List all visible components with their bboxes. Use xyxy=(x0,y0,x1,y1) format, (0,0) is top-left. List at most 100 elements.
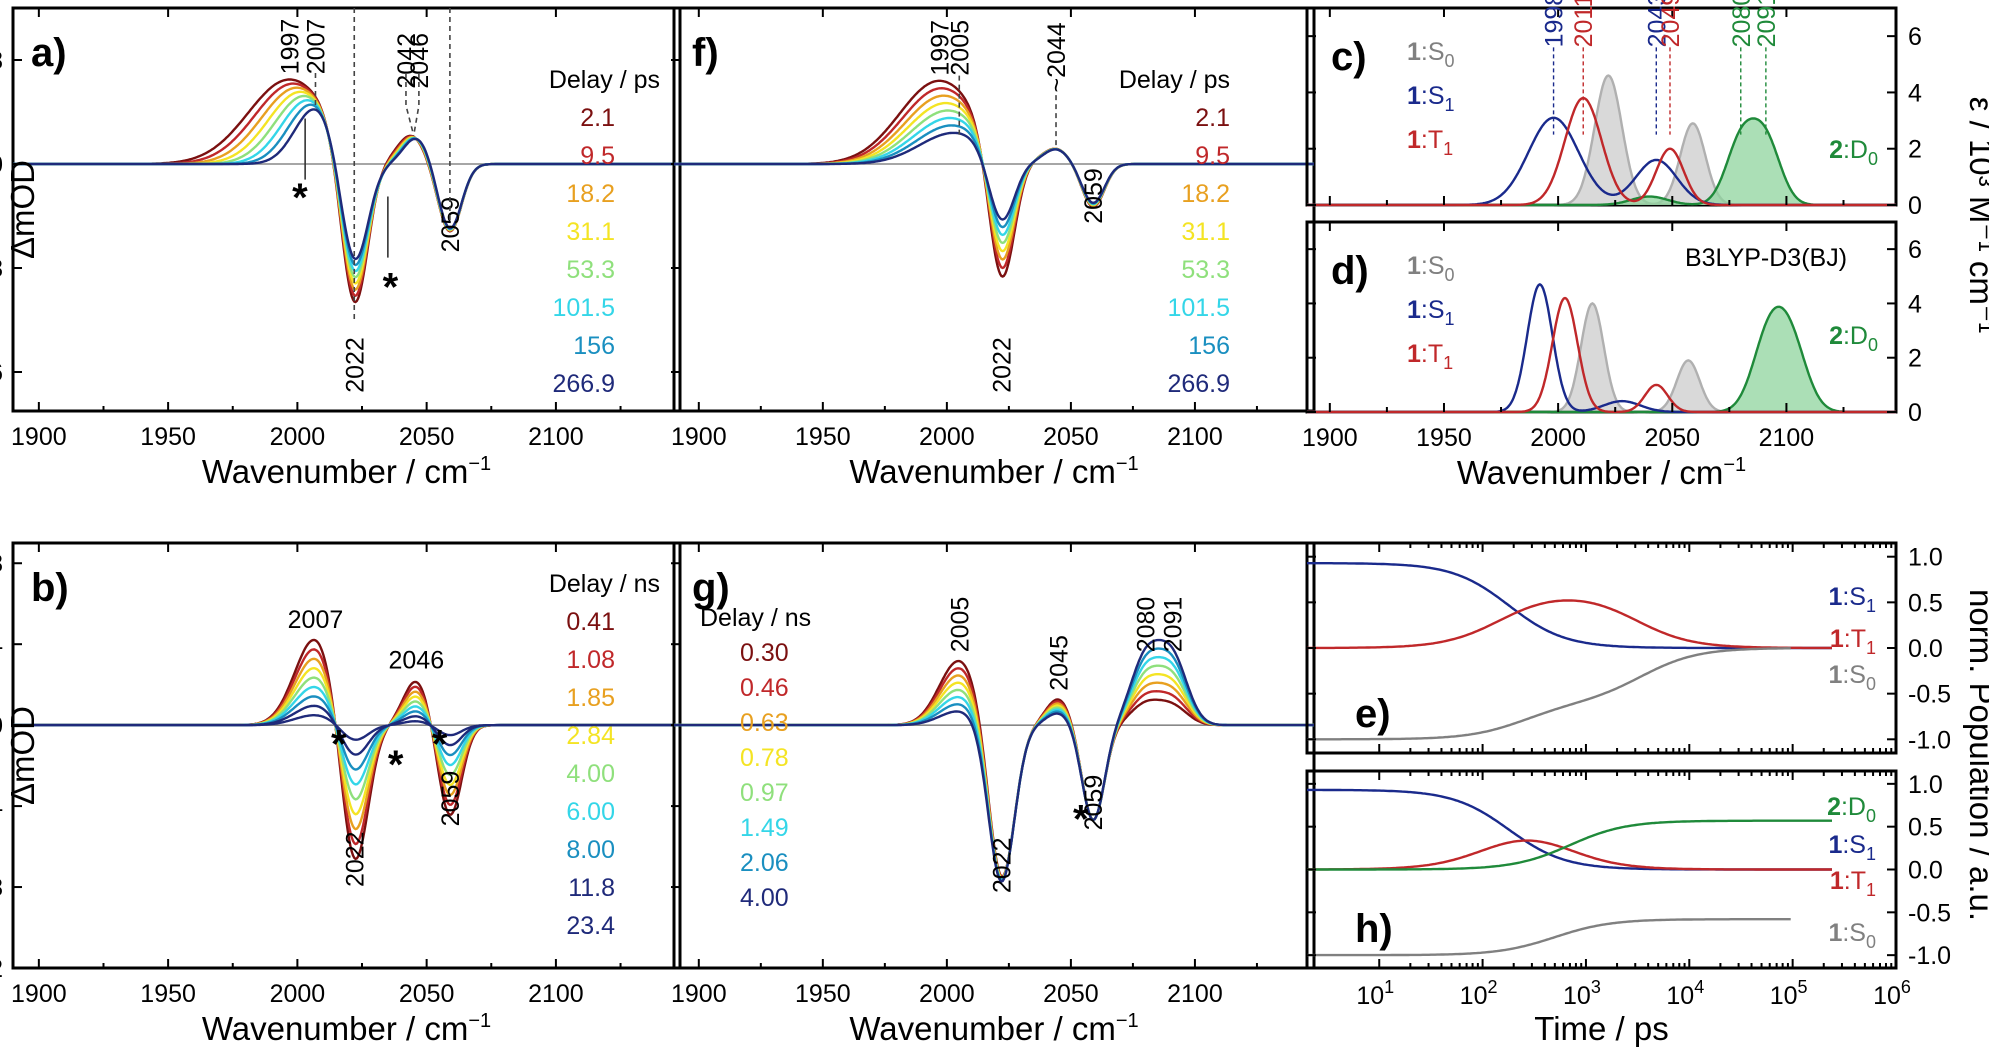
legend-entry: 31.1 xyxy=(1181,218,1230,246)
y-tick-label: 0.0 xyxy=(1908,635,1943,663)
legend-title-a: Delay / ps xyxy=(549,66,660,94)
band-fill-S0 xyxy=(1307,303,1896,412)
legend-S1: 1:S1 xyxy=(1828,831,1876,864)
population-T1 xyxy=(1307,839,1832,871)
asterisk-marker: * xyxy=(1073,797,1089,841)
x-tick-label: 2000 xyxy=(270,980,326,1008)
y-tick-label: -4 xyxy=(0,793,3,821)
legend-S0: 1:S0 xyxy=(1407,252,1455,285)
x-tick-label: 2000 xyxy=(270,423,326,451)
x-tick-label: 2050 xyxy=(1043,980,1099,1008)
y-tick-label: 0 xyxy=(0,712,3,740)
legend-entry: 0.46 xyxy=(740,674,789,702)
peak-label: 2080 xyxy=(1132,597,1160,653)
x-tick-label: 2050 xyxy=(399,423,455,451)
x-tick-label: 2000 xyxy=(1530,424,1586,452)
x-tick-label: 1950 xyxy=(140,423,196,451)
legend-entry: 2.84 xyxy=(566,722,615,750)
panel-f-frame xyxy=(672,6,1316,413)
x-tick-label: 1950 xyxy=(140,980,196,1008)
y-tick-label: -0.5 xyxy=(1908,899,1951,927)
y-tick-label: -16 xyxy=(0,359,3,387)
x-axis-title: Wavenumber / cm−1 xyxy=(202,453,491,490)
peak-label: 1998 xyxy=(1541,0,1569,47)
legend-entry: 156 xyxy=(573,332,615,360)
legend-S1: 1:S1 xyxy=(1828,583,1876,616)
legend-entry: 101.5 xyxy=(1167,294,1230,322)
legend-title-b: Delay / ns xyxy=(549,570,660,598)
y-tick-label: 0 xyxy=(0,151,3,179)
legend-entry: 1.85 xyxy=(566,684,615,712)
x-tick-label: 2050 xyxy=(1644,424,1700,452)
legend-entry: 1.08 xyxy=(566,646,615,674)
legend-T1: 1:T1 xyxy=(1830,867,1876,900)
legend-entry: 266.9 xyxy=(1167,370,1230,398)
y-tick-label: 1.0 xyxy=(1908,771,1943,799)
legend-entry: 0.78 xyxy=(740,744,789,772)
legend-D0: 2:D0 xyxy=(1827,793,1876,826)
x-tick-label: 2100 xyxy=(1759,424,1815,452)
legend-entry: 6.00 xyxy=(566,798,615,826)
panel-label-f: f) xyxy=(692,31,719,75)
y-tick-label: -8 xyxy=(0,255,3,283)
legend-S1: 1:S1 xyxy=(1407,296,1455,329)
peak-label: 2022 xyxy=(988,337,1016,393)
legend-entry: 11.8 xyxy=(568,874,615,902)
y-tick-label: 6 xyxy=(1908,23,1922,51)
asterisk-marker: * xyxy=(383,266,399,310)
panel-label-a: a) xyxy=(31,31,67,75)
peak-label: 2045 xyxy=(1045,635,1073,691)
peak-label: 1997 xyxy=(277,19,305,75)
y-axis-title-pop: norm. Population / a.u. xyxy=(1963,589,1989,921)
x-tick-label: 1900 xyxy=(11,423,67,451)
peak-label: 2059 xyxy=(437,771,465,827)
x-axis-title: Wavenumber / cm−1 xyxy=(1457,454,1746,491)
y-tick-label: -8 xyxy=(0,874,3,902)
x-tick-label: 1950 xyxy=(795,980,851,1008)
legend-entry: 9.5 xyxy=(1195,142,1230,170)
legend-T1: 1:T1 xyxy=(1407,126,1453,159)
peak-label: 2007 xyxy=(302,19,330,75)
peak-label: 2059 xyxy=(1080,775,1108,831)
legend-entry: 8.00 xyxy=(566,836,615,864)
panel-g-frame xyxy=(672,541,1316,970)
y-tick-label: 4 xyxy=(1908,79,1922,107)
peak-label: 2059 xyxy=(1080,168,1108,224)
y-tick-label: 1.0 xyxy=(1908,544,1943,572)
asterisk-marker: * xyxy=(292,176,308,220)
x-axis-title: Wavenumber / cm−1 xyxy=(202,1010,491,1047)
peak-label: 2049 xyxy=(1657,0,1685,47)
y-tick-label: 0.5 xyxy=(1908,814,1943,842)
x-tick-label: 2100 xyxy=(528,980,584,1008)
legend-entry: 4.00 xyxy=(740,884,789,912)
legend-entry: 23.4 xyxy=(566,912,615,940)
panel-a-frame xyxy=(11,6,682,413)
x-tick-label: 1900 xyxy=(1302,424,1358,452)
x-tick-label: 2000 xyxy=(919,980,975,1008)
x-tick-label: 101 xyxy=(1356,977,1394,1010)
spectrum-T1 xyxy=(1307,296,1896,414)
panel-label-g: g) xyxy=(692,566,730,610)
x-tick-label: 2050 xyxy=(399,980,455,1008)
x-tick-label: 1900 xyxy=(11,980,67,1008)
legend-D0: 2:D0 xyxy=(1829,322,1878,355)
spectrum-g-7 xyxy=(674,638,1314,883)
spectrum-a-7 xyxy=(13,108,680,261)
peak-label: 2007 xyxy=(288,606,344,634)
legend-entry: 2.1 xyxy=(1195,104,1230,132)
y-tick-label: -1.0 xyxy=(1908,726,1951,754)
guide-line xyxy=(405,73,415,136)
legend-S1: 1:S1 xyxy=(1407,82,1455,115)
peak-label: 2005 xyxy=(946,597,974,653)
legend-entry: 0.97 xyxy=(740,779,789,807)
legend-S0: 1:S0 xyxy=(1407,38,1455,71)
legend-entry: 2.06 xyxy=(740,849,789,877)
y-tick-label: 4 xyxy=(0,631,3,659)
peak-label: 2046 xyxy=(388,646,444,674)
y-tick-label: -1.0 xyxy=(1908,942,1951,970)
legend-entry: 53.3 xyxy=(1181,256,1230,284)
peak-label: 1997 xyxy=(926,20,954,76)
y-axis-title: ΔmOD xyxy=(4,160,41,259)
y-tick-label: 8 xyxy=(0,550,3,578)
legend-entry: 18.2 xyxy=(566,180,615,208)
